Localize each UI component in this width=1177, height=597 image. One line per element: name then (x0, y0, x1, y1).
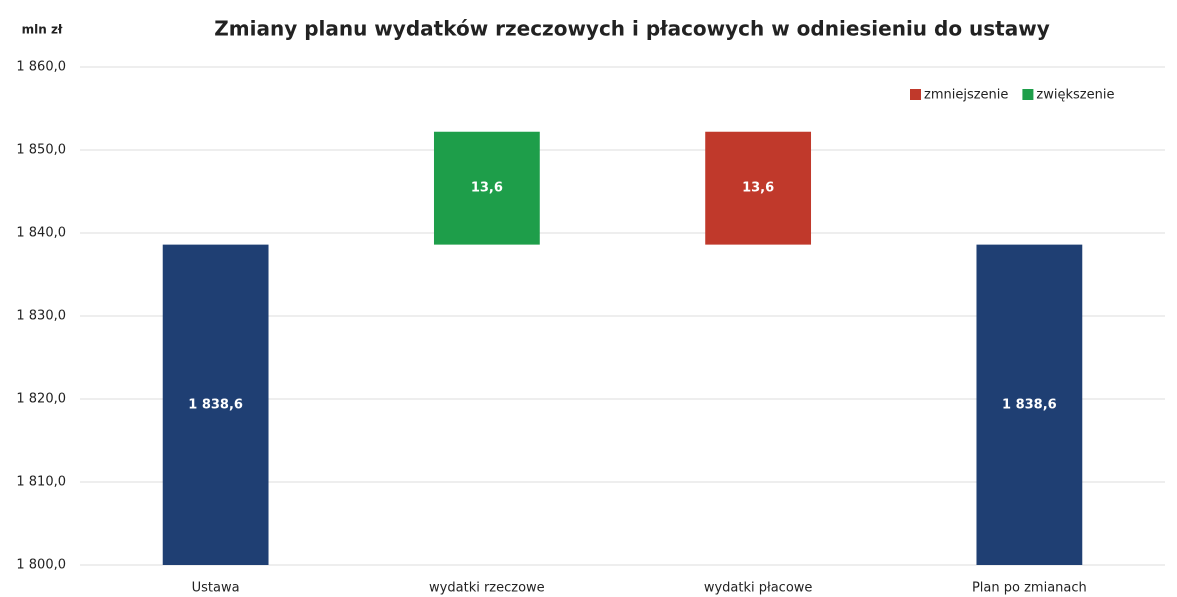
value-label: 1 838,6 (1002, 397, 1057, 412)
x-tick-label: Plan po zmianach (972, 581, 1087, 596)
legend-swatch (910, 89, 921, 100)
bar (976, 244, 1083, 565)
y-axis-label: mln zł (22, 23, 63, 37)
x-tick-label: wydatki rzeczowe (429, 581, 545, 596)
legend-label: zwiększenie (1036, 88, 1114, 103)
y-tick-label: 1 800,0 (16, 558, 66, 573)
bar (705, 131, 812, 245)
value-label: 1 838,6 (188, 397, 243, 412)
chart-title: Zmiany planu wydatków rzeczowych i płaco… (214, 17, 1049, 41)
value-label: 13,6 (742, 181, 774, 196)
bar (162, 244, 269, 565)
x-tick-label: Ustawa (192, 581, 240, 596)
x-tick-label: wydatki płacowe (704, 581, 813, 596)
legend-swatch (1022, 89, 1034, 100)
y-tick-label: 1 830,0 (16, 309, 66, 324)
legend-label: zmniejszenie (924, 88, 1008, 103)
y-tick-label: 1 850,0 (16, 143, 66, 158)
y-tick-label: 1 840,0 (16, 226, 66, 241)
y-tick-label: 1 810,0 (16, 475, 66, 490)
y-tick-label: 1 820,0 (16, 392, 66, 407)
bar (433, 131, 540, 245)
value-label: 13,6 (471, 181, 503, 196)
y-tick-label: 1 860,0 (16, 60, 66, 75)
